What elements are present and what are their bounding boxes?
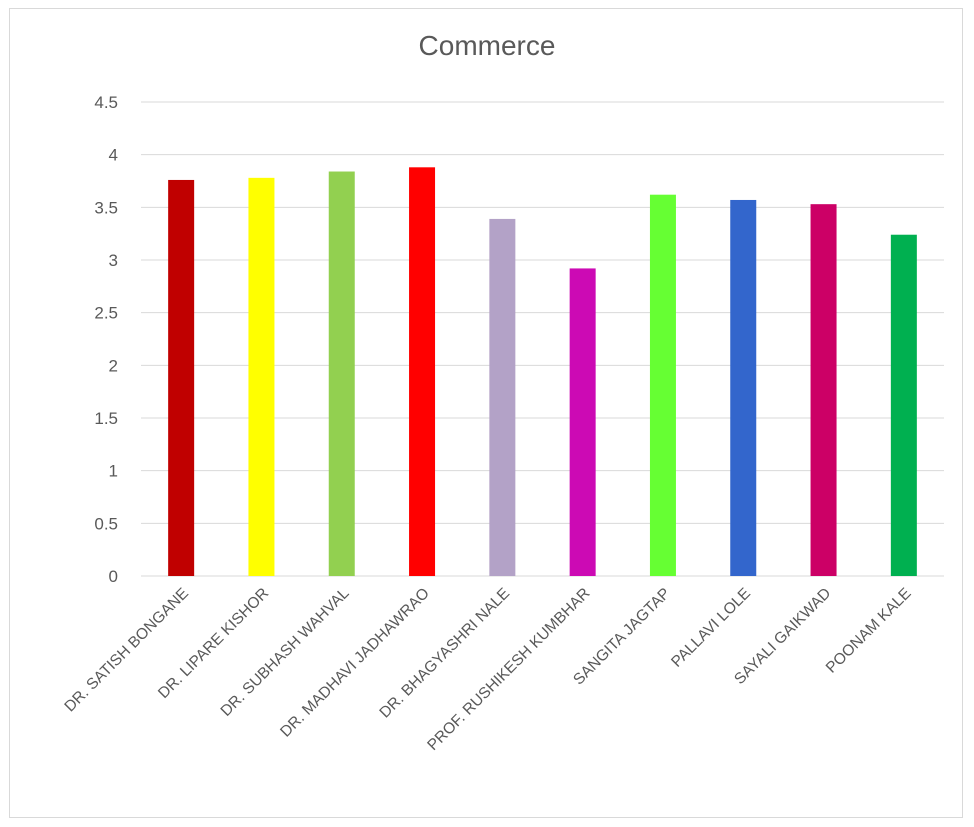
bars bbox=[168, 167, 917, 577]
x-tick-label: POONAM KALE bbox=[823, 585, 915, 677]
bar bbox=[810, 204, 837, 576]
bar bbox=[489, 218, 516, 577]
bar bbox=[649, 194, 676, 576]
bar bbox=[248, 177, 275, 576]
y-axis-ticks: 0 0.5 1 1.5 2 2.5 3 3.5 4 4.5 bbox=[94, 93, 118, 586]
x-tick-label: PALLAVI LOLE bbox=[668, 585, 754, 671]
y-tick-label: 0 bbox=[109, 567, 118, 586]
gridlines bbox=[141, 101, 944, 577]
y-tick-label: 1.5 bbox=[94, 409, 118, 428]
bar bbox=[168, 179, 195, 577]
bar bbox=[890, 234, 917, 576]
x-tick-label: PROF. RUSHIKESH KUMBHAR bbox=[424, 585, 593, 754]
y-tick-label: 3 bbox=[109, 251, 118, 270]
y-tick-label: 2 bbox=[109, 356, 118, 375]
x-tick-label: DR. MADHAVI JADHAWRAO bbox=[277, 585, 433, 741]
chart-frame bbox=[9, 8, 963, 818]
bar bbox=[409, 167, 436, 576]
bar bbox=[730, 199, 757, 576]
y-tick-label: 4 bbox=[109, 146, 118, 165]
x-tick-label: DR. SUBHASH WAHVAL bbox=[218, 585, 353, 720]
y-tick-label: 2.5 bbox=[94, 304, 118, 323]
y-tick-label: 1 bbox=[109, 462, 118, 481]
bar bbox=[328, 171, 355, 576]
bar bbox=[569, 268, 596, 576]
y-tick-label: 4.5 bbox=[94, 93, 118, 112]
y-tick-label: 0.5 bbox=[94, 514, 118, 533]
x-tick-label: DR. BHAGYASHRI NALE bbox=[376, 585, 513, 722]
chart-title: Commerce bbox=[418, 30, 556, 61]
y-tick-label: 3.5 bbox=[94, 198, 118, 217]
